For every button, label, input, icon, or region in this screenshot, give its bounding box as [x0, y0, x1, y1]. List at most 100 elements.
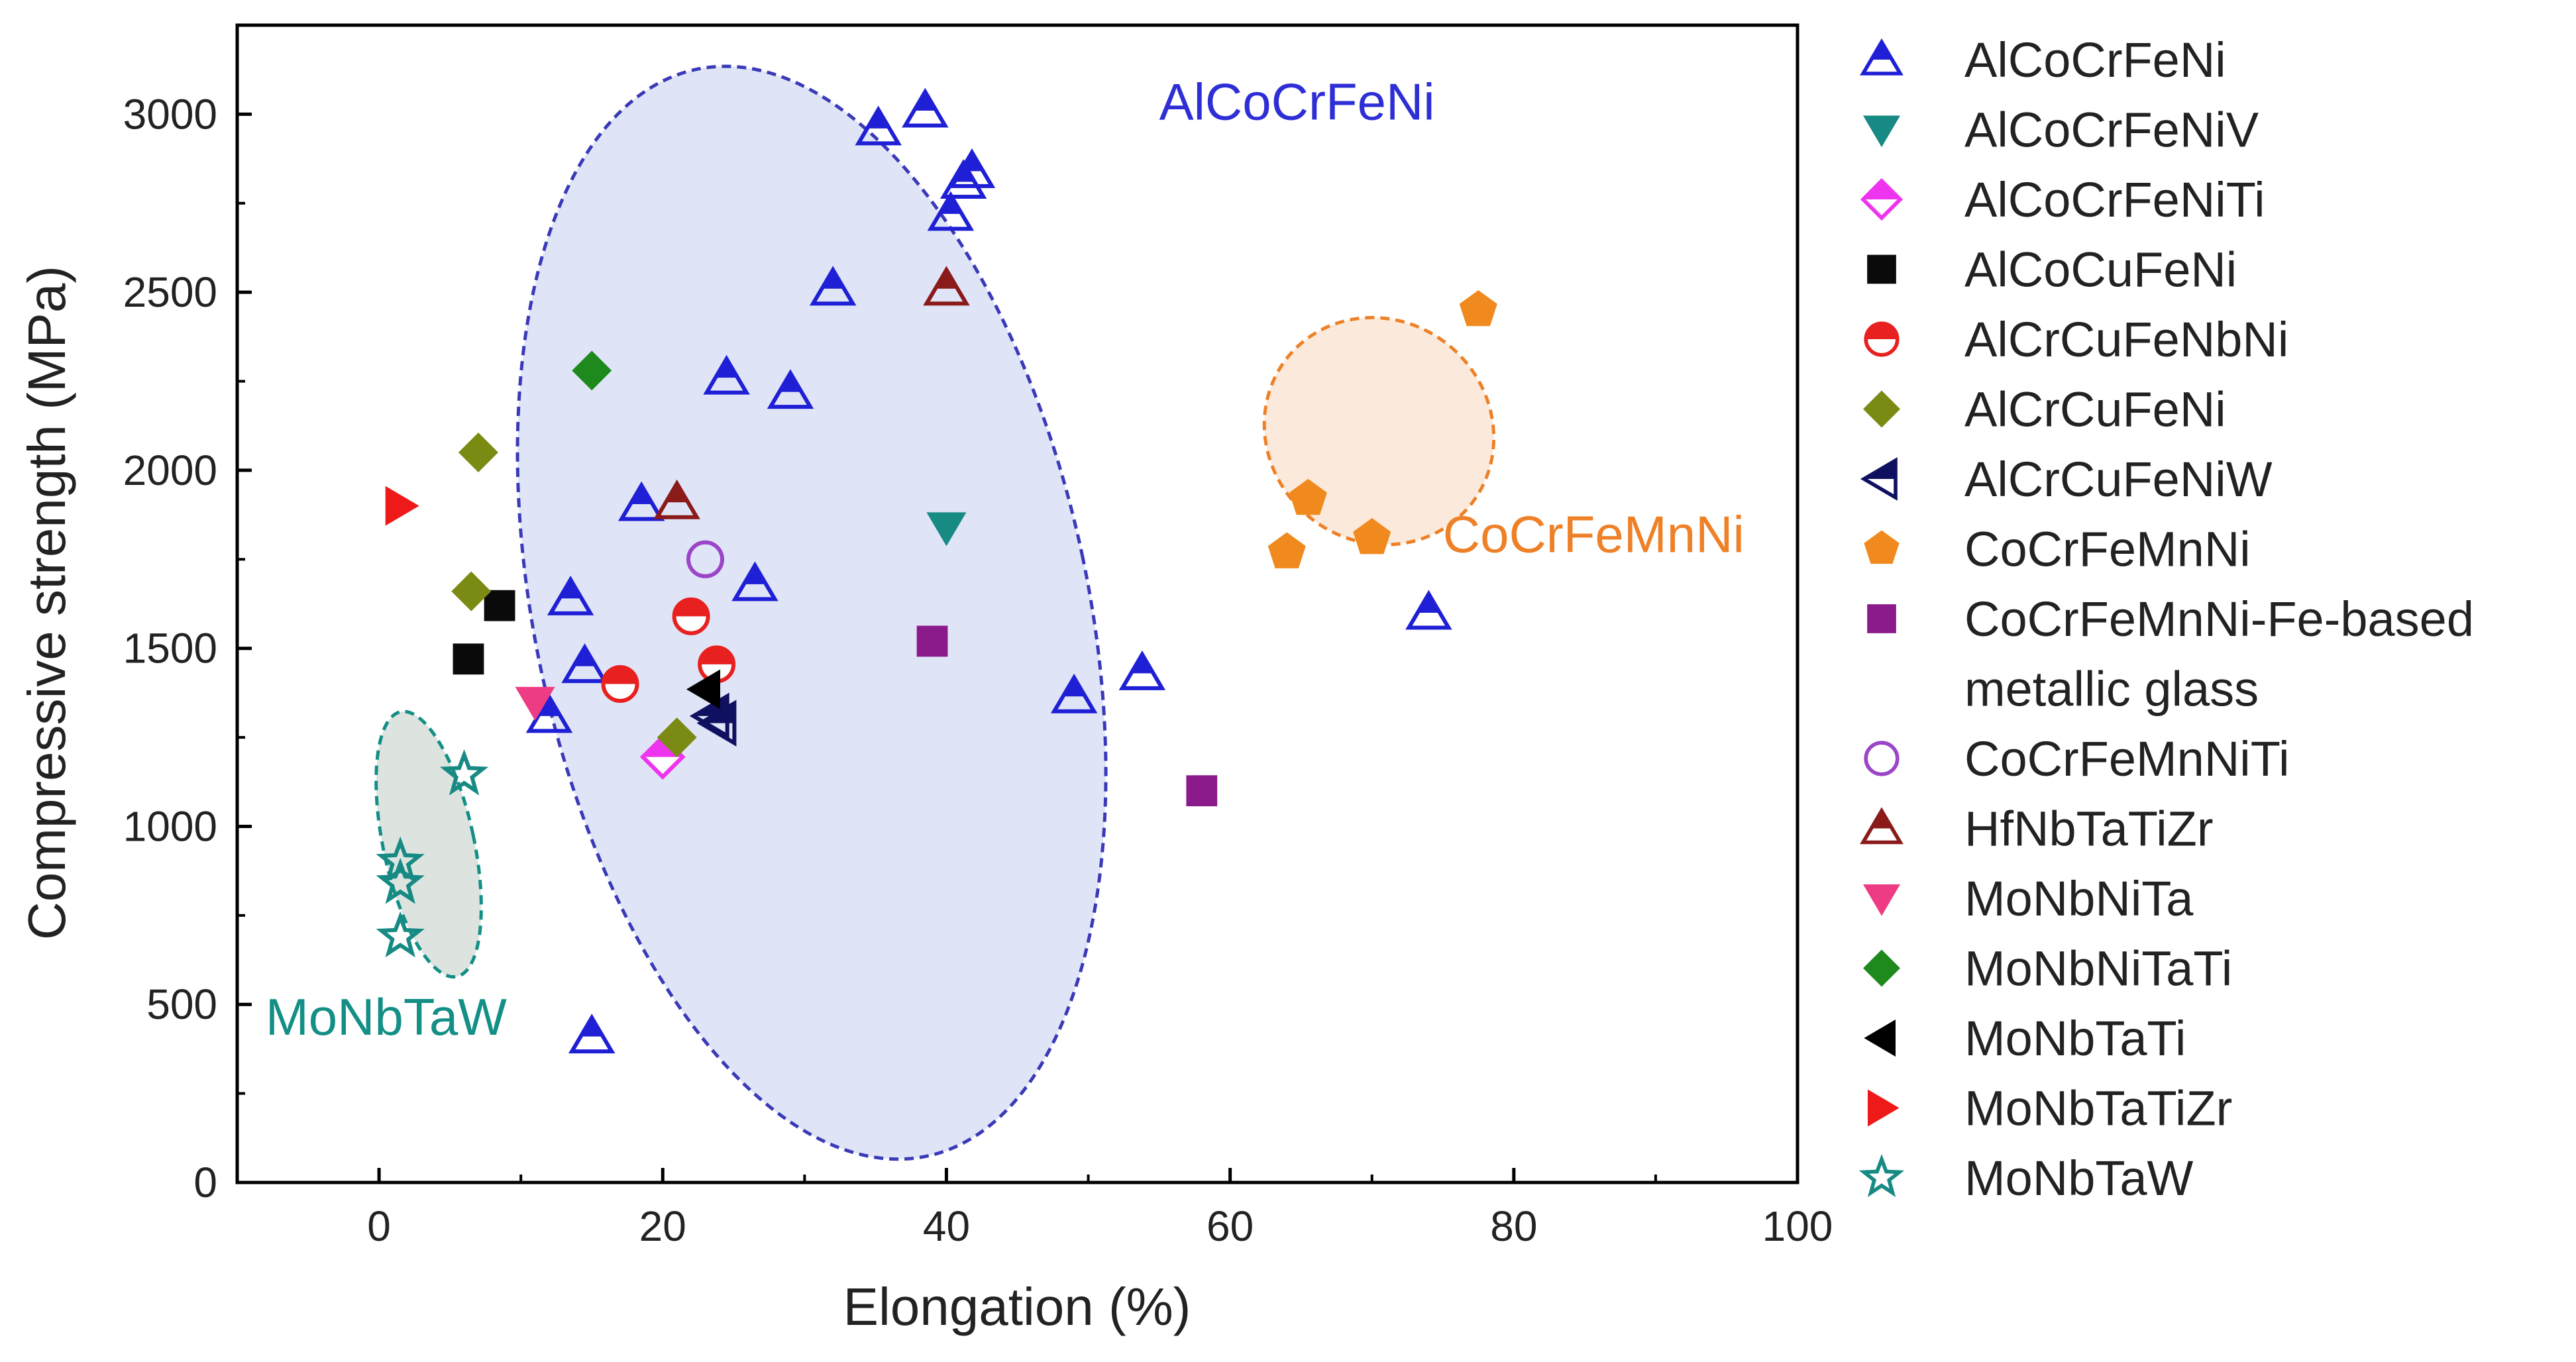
series-alcocrfeniv: [926, 512, 967, 547]
group-label-monbtaw: MoNbTaW: [266, 988, 507, 1046]
data-point: [672, 597, 710, 635]
data-point: [1267, 532, 1306, 568]
data-point: [547, 576, 594, 615]
legend: AlCoCrFeNi AlCoCrFeNiV AlCoCrFeNiTi AlCoCuF…: [1858, 32, 2474, 1206]
legend-marker-cocrfemnni: [1864, 530, 1900, 564]
legend-label: AlCoCuFeNi: [1964, 242, 2237, 297]
series-monbtaw: [376, 749, 489, 958]
data-point: [809, 266, 857, 306]
legend-marker-monbnitati: [1863, 949, 1900, 987]
group-label-alcocrfeni: AlCoCrFeNi: [1159, 72, 1435, 131]
legend-marker-monbtatizr: [1868, 1089, 1900, 1127]
data-point: [439, 749, 489, 796]
y-tick-label: 2500: [123, 268, 217, 316]
data-point: [923, 266, 970, 306]
data-point: [451, 571, 492, 611]
data-point: [515, 686, 555, 721]
x-axis-label: Elongation (%): [843, 1277, 1191, 1336]
legend-label: AlCoCrFeNiTi: [1964, 172, 2265, 227]
data-point: [703, 354, 750, 395]
series-alcocrfeni: [525, 87, 1452, 1054]
data-point: [927, 191, 975, 231]
legend-label: AlCrCuFeNiW: [1964, 452, 2273, 507]
data-point: [453, 643, 484, 675]
legend-label: AlCoCrFeNiV: [1964, 103, 2259, 158]
series-cocrfemnniti: [686, 540, 725, 578]
y-tick-label: 500: [146, 980, 217, 1028]
data-point: [948, 148, 996, 188]
y-tick-label: 0: [193, 1159, 217, 1206]
data-point: [1118, 650, 1166, 690]
legend-label: AlCoCrFeNi: [1964, 32, 2226, 87]
x-tick-label: 60: [1207, 1202, 1254, 1250]
legend-marker-cocrfemnni-fe-based-metallic-glass: [1867, 604, 1896, 633]
legend-marker-cocrfemnniti: [1864, 741, 1900, 776]
data-point: [617, 481, 665, 521]
legend-marker-monbnita: [1863, 884, 1900, 916]
legend-marker-monbtaw: [1858, 1154, 1905, 1198]
x-tick-label: 20: [639, 1202, 686, 1250]
data-point: [686, 540, 725, 578]
y-axis-label: Compressive strength (MPa): [17, 266, 76, 940]
data-point: [458, 433, 498, 473]
series-cocrfemnni: [1267, 290, 1497, 568]
series-monbnita: [515, 686, 555, 721]
data-point: [926, 512, 967, 547]
series-cocrfemnni-fe-based-metallic-glass: [916, 625, 1218, 807]
y-tick-label: 2000: [123, 446, 217, 494]
legend-label: CoCrFeMnNi-Fe-based: [1964, 592, 2474, 647]
legend-label: AlCrCuFeNi: [1964, 382, 2226, 437]
legend-label: MoNbTaTiZr: [1964, 1081, 2232, 1136]
data-point: [855, 105, 902, 146]
legend-label: MoNbNiTaTi: [1964, 941, 2232, 996]
legend-label: MoNbNiTa: [1964, 871, 2194, 926]
legend-marker-monbtati: [1864, 1020, 1896, 1057]
data-point: [1289, 478, 1327, 515]
group-region-cocrfemnni: [1262, 315, 1496, 547]
data-point: [653, 479, 700, 519]
x-tick-label: 0: [367, 1202, 391, 1250]
series-alcrcufeniw: [689, 692, 737, 747]
data-point: [376, 836, 425, 883]
series-alcrcufenbni: [601, 597, 736, 703]
series-alcocufeni: [453, 590, 515, 675]
legend-marker-alcrcufenbni: [1864, 321, 1900, 357]
legend-marker-alcocrfeniv: [1863, 115, 1900, 148]
data-point: [1353, 518, 1391, 554]
data-point: [601, 664, 639, 703]
legend-marker-alcocrfeniti: [1860, 178, 1903, 221]
series-hfnbtatizr: [653, 266, 970, 519]
y-tick-label: 3000: [123, 90, 217, 138]
legend-marker-alcocufeni: [1867, 254, 1896, 284]
data-point: [385, 486, 419, 526]
legend-label: CoCrFeMnNi: [1964, 522, 2251, 577]
legend-label: AlCrCuFeNbNi: [1964, 312, 2288, 367]
data-point: [1405, 590, 1452, 630]
data-point: [376, 911, 425, 958]
legend-label: HfNbTaTiZr: [1964, 802, 2214, 857]
group-region-alcocrfeni: [515, 64, 1108, 1161]
legend-label: MoNbTaW: [1964, 1151, 2194, 1206]
data-point: [484, 590, 515, 621]
legend-marker-alcocrfeni: [1860, 38, 1904, 76]
data-point: [657, 717, 697, 758]
group-label-cocrfemnni: CoCrFeMnNi: [1443, 505, 1744, 564]
legend-label: MoNbTaTi: [1964, 1011, 2186, 1066]
y-tick-label: 1500: [123, 625, 217, 672]
series-alcrcufeni: [451, 433, 697, 758]
data-point: [525, 693, 573, 733]
y-tick-label: 1000: [123, 802, 217, 850]
x-tick-label: 80: [1490, 1202, 1537, 1250]
legend-label-cont: metallic glass: [1964, 662, 2259, 717]
data-point: [572, 350, 612, 391]
data-point: [731, 561, 778, 602]
data-point: [686, 669, 720, 709]
x-tick-label: 100: [1762, 1202, 1833, 1250]
legend-marker-alcrcufeni: [1863, 390, 1900, 428]
data-point: [902, 87, 949, 128]
data-point: [1050, 673, 1098, 713]
legend-marker-alcrcufeniw: [1860, 457, 1898, 501]
group-region-monbtaw: [374, 709, 483, 979]
